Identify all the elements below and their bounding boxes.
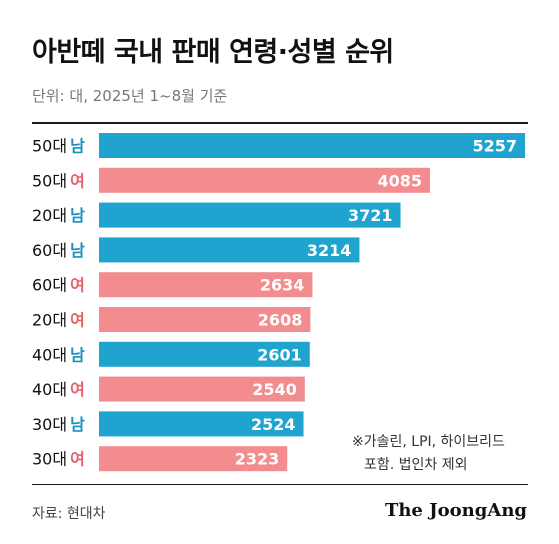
category-age: 20대 — [32, 206, 67, 225]
bar-value-label: 2634 — [260, 276, 305, 295]
category-age: 60대 — [32, 276, 67, 295]
bar — [99, 133, 525, 158]
footnote-line-2: 포함. 법인차 제외 — [364, 457, 468, 473]
category-age: 30대 — [32, 450, 67, 469]
category-age: 50대 — [32, 171, 67, 190]
category-gender: 남 — [70, 206, 85, 225]
category-label: 30대 남 — [32, 415, 85, 434]
bar — [99, 272, 313, 298]
footnote-line-1: ※가솔린, LPI, 하이브리드 — [352, 434, 505, 450]
category-label: 50대 남 — [32, 137, 85, 156]
top-divider — [32, 122, 528, 124]
bar-value-label: 4085 — [377, 171, 422, 190]
bar — [99, 307, 311, 332]
category-label: 30대 여 — [32, 450, 85, 469]
bar-value-label: 5257 — [472, 137, 517, 156]
unit-label: 단위: 대, 2025년 1~8월 기준 — [32, 87, 228, 105]
category-age: 40대 — [32, 345, 67, 364]
bottom-divider — [32, 484, 528, 485]
category-age: 20대 — [32, 311, 67, 330]
category-gender: 남 — [70, 415, 85, 434]
bar-value-label: 2601 — [257, 345, 302, 364]
bar-value-label: 3721 — [348, 206, 393, 225]
category-gender: 여 — [70, 311, 85, 330]
bar-value-label: 2540 — [252, 380, 297, 399]
chart-title: 아반떼 국내 판매 연령·성별 순위 — [32, 37, 394, 68]
category-label: 40대 여 — [32, 380, 85, 399]
bar-value-label: 2524 — [251, 415, 296, 434]
source-label: 자료: 현대차 — [32, 506, 106, 522]
bar — [99, 167, 431, 193]
category-label: 60대 여 — [32, 276, 85, 295]
category-gender: 남 — [70, 137, 85, 156]
category-label: 20대 남 — [32, 206, 85, 225]
category-gender: 남 — [70, 345, 85, 364]
category-label: 50대 여 — [32, 171, 85, 190]
bar-value-label: 2608 — [258, 311, 303, 330]
category-label: 20대 여 — [32, 311, 85, 330]
category-gender: 여 — [70, 450, 85, 469]
bar — [99, 341, 310, 367]
category-label: 40대 남 — [32, 345, 85, 364]
bar — [99, 446, 288, 472]
category-age: 30대 — [32, 415, 67, 434]
category-age: 50대 — [32, 137, 67, 156]
bar — [99, 411, 304, 437]
bar — [99, 237, 360, 263]
category-gender: 여 — [70, 276, 85, 295]
category-label: 60대 남 — [32, 241, 85, 260]
category-gender: 여 — [70, 171, 85, 190]
category-gender: 남 — [70, 241, 85, 260]
publisher-logo: The JoongAng — [384, 500, 527, 521]
category-age: 40대 — [32, 380, 67, 399]
category-gender: 여 — [70, 380, 85, 399]
bar-value-label: 2323 — [235, 450, 280, 469]
footnote: ※가솔린, LPI, 하이브리드 포함. 법인차 제외 — [352, 431, 505, 477]
bar — [99, 202, 401, 228]
bar-value-label: 3214 — [307, 241, 352, 260]
bar — [99, 376, 305, 402]
category-age: 60대 — [32, 241, 67, 260]
